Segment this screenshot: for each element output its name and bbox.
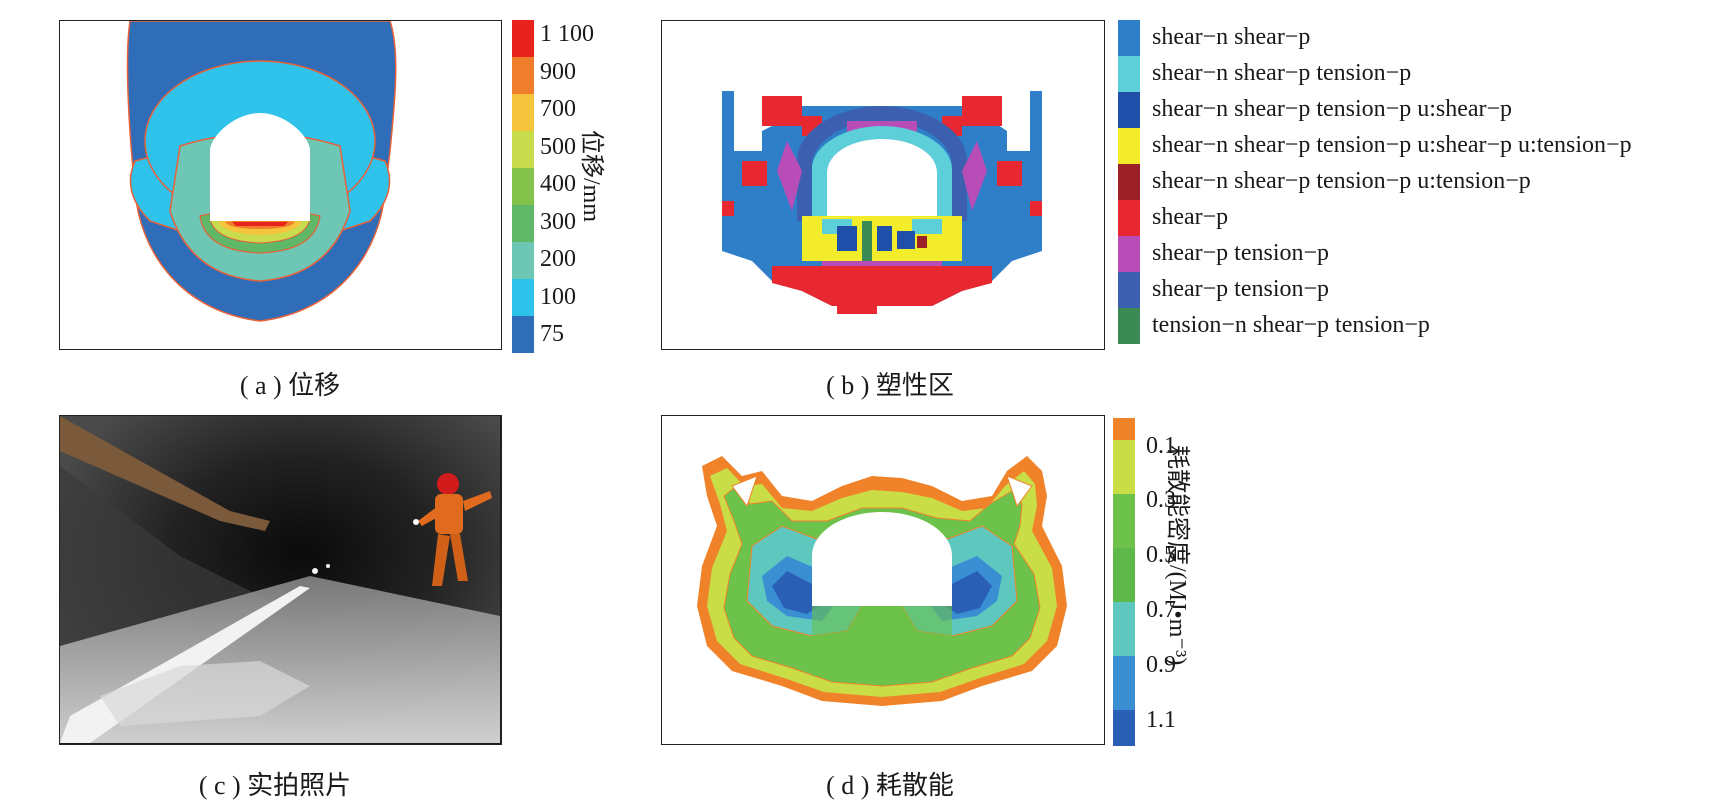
legend-swatch [1118, 272, 1140, 308]
colorbar-a-tick: 100 [540, 284, 576, 310]
caption-d: ( d ) 耗散能 [826, 771, 954, 800]
legend-swatch [1118, 20, 1140, 56]
legend-label: shear−n shear−p tension−p u:shear−p [1152, 96, 1513, 122]
legend-swatch [1118, 308, 1140, 344]
colorbar-a-tick: 75 [540, 321, 564, 347]
colorbar-a-swatch [512, 316, 534, 353]
displacement-contour [126, 21, 397, 322]
colorbar-d-swatches [1113, 418, 1135, 746]
colorbar-a-tick: 200 [540, 246, 576, 272]
colorbar-d-swatch [1113, 548, 1135, 602]
colorbar-d-swatch [1113, 440, 1135, 494]
colorbar-a-tick: 300 [540, 209, 576, 235]
colorbar-d-swatch [1113, 710, 1135, 746]
panel-c-photo [59, 415, 502, 745]
legend-label: shear−p tension−p [1152, 240, 1330, 266]
legend-swatch [1118, 92, 1140, 128]
colorbar-d-tick: 0.7 [1146, 597, 1176, 623]
dissipated-energy-contour [697, 456, 1067, 706]
colorbar-a-swatch [512, 20, 534, 57]
caption-b: ( b ) 塑性区 [826, 371, 954, 400]
colorbar-d-title: 耗散能密度/(MJ•m⁻³) [1164, 445, 1190, 666]
colorbar-d-swatch [1113, 602, 1135, 656]
colorbar-d-swatch [1113, 494, 1135, 548]
legend-swatch [1118, 56, 1140, 92]
legend-label: shear−p [1152, 204, 1229, 230]
legend-label: tension−n shear−p tension−p [1152, 312, 1430, 338]
colorbar-d-swatch [1113, 656, 1135, 710]
panel-b-plastic-zone [661, 20, 1105, 350]
legend-swatch [1118, 200, 1140, 236]
caption-c: ( c ) 实拍照片 [198, 771, 352, 800]
colorbar-a-swatch [512, 168, 534, 205]
colorbar-d-tick: 0.9 [1146, 652, 1176, 678]
colorbar-d-tick: 1.1 [1146, 707, 1176, 733]
legend-label: shear−p tension−p [1152, 276, 1330, 302]
legend-swatch [1118, 236, 1140, 272]
legend-label: shear−n shear−p tension−p [1152, 60, 1412, 86]
colorbar-a-title: 位移/mm [578, 130, 604, 223]
colorbar-d-tick: 0.5 [1146, 542, 1176, 568]
colorbar-a-swatches [512, 20, 534, 353]
legend-label: shear−n shear−p tension−p u:shear−p u:te… [1152, 132, 1632, 158]
colorbar-a-swatch [512, 57, 534, 94]
legend-swatch [1118, 128, 1140, 164]
colorbar-a-swatch [512, 131, 534, 168]
colorbar-a-swatch [512, 205, 534, 242]
plastic-zone-map [722, 91, 1042, 314]
colorbar-a-tick: 500 [540, 134, 576, 160]
colorbar-a-tick: 1 100 [540, 21, 594, 47]
colorbar-d-tick: 0.3 [1146, 487, 1176, 513]
colorbar-a-swatch [512, 242, 534, 279]
caption-a: ( a ) 位移 [239, 371, 341, 400]
colorbar-a-tick: 700 [540, 96, 576, 122]
colorbar-a-swatch [512, 279, 534, 316]
colorbar-a-tick: 900 [540, 59, 576, 85]
legend-label: shear−n shear−p [1152, 24, 1311, 50]
legend-swatch [1118, 164, 1140, 200]
panel-d-dissipated-energy [661, 415, 1105, 745]
legend-label: shear−n shear−p tension−p u:tension−p [1152, 168, 1531, 194]
colorbar-d-tick: 0.1 [1146, 433, 1176, 459]
colorbar-a-tick: 400 [540, 171, 576, 197]
panel-a-displacement [59, 20, 502, 350]
tunnel-photo [60, 416, 500, 743]
colorbar-d-swatch [1113, 418, 1135, 440]
colorbar-a-swatch [512, 94, 534, 131]
